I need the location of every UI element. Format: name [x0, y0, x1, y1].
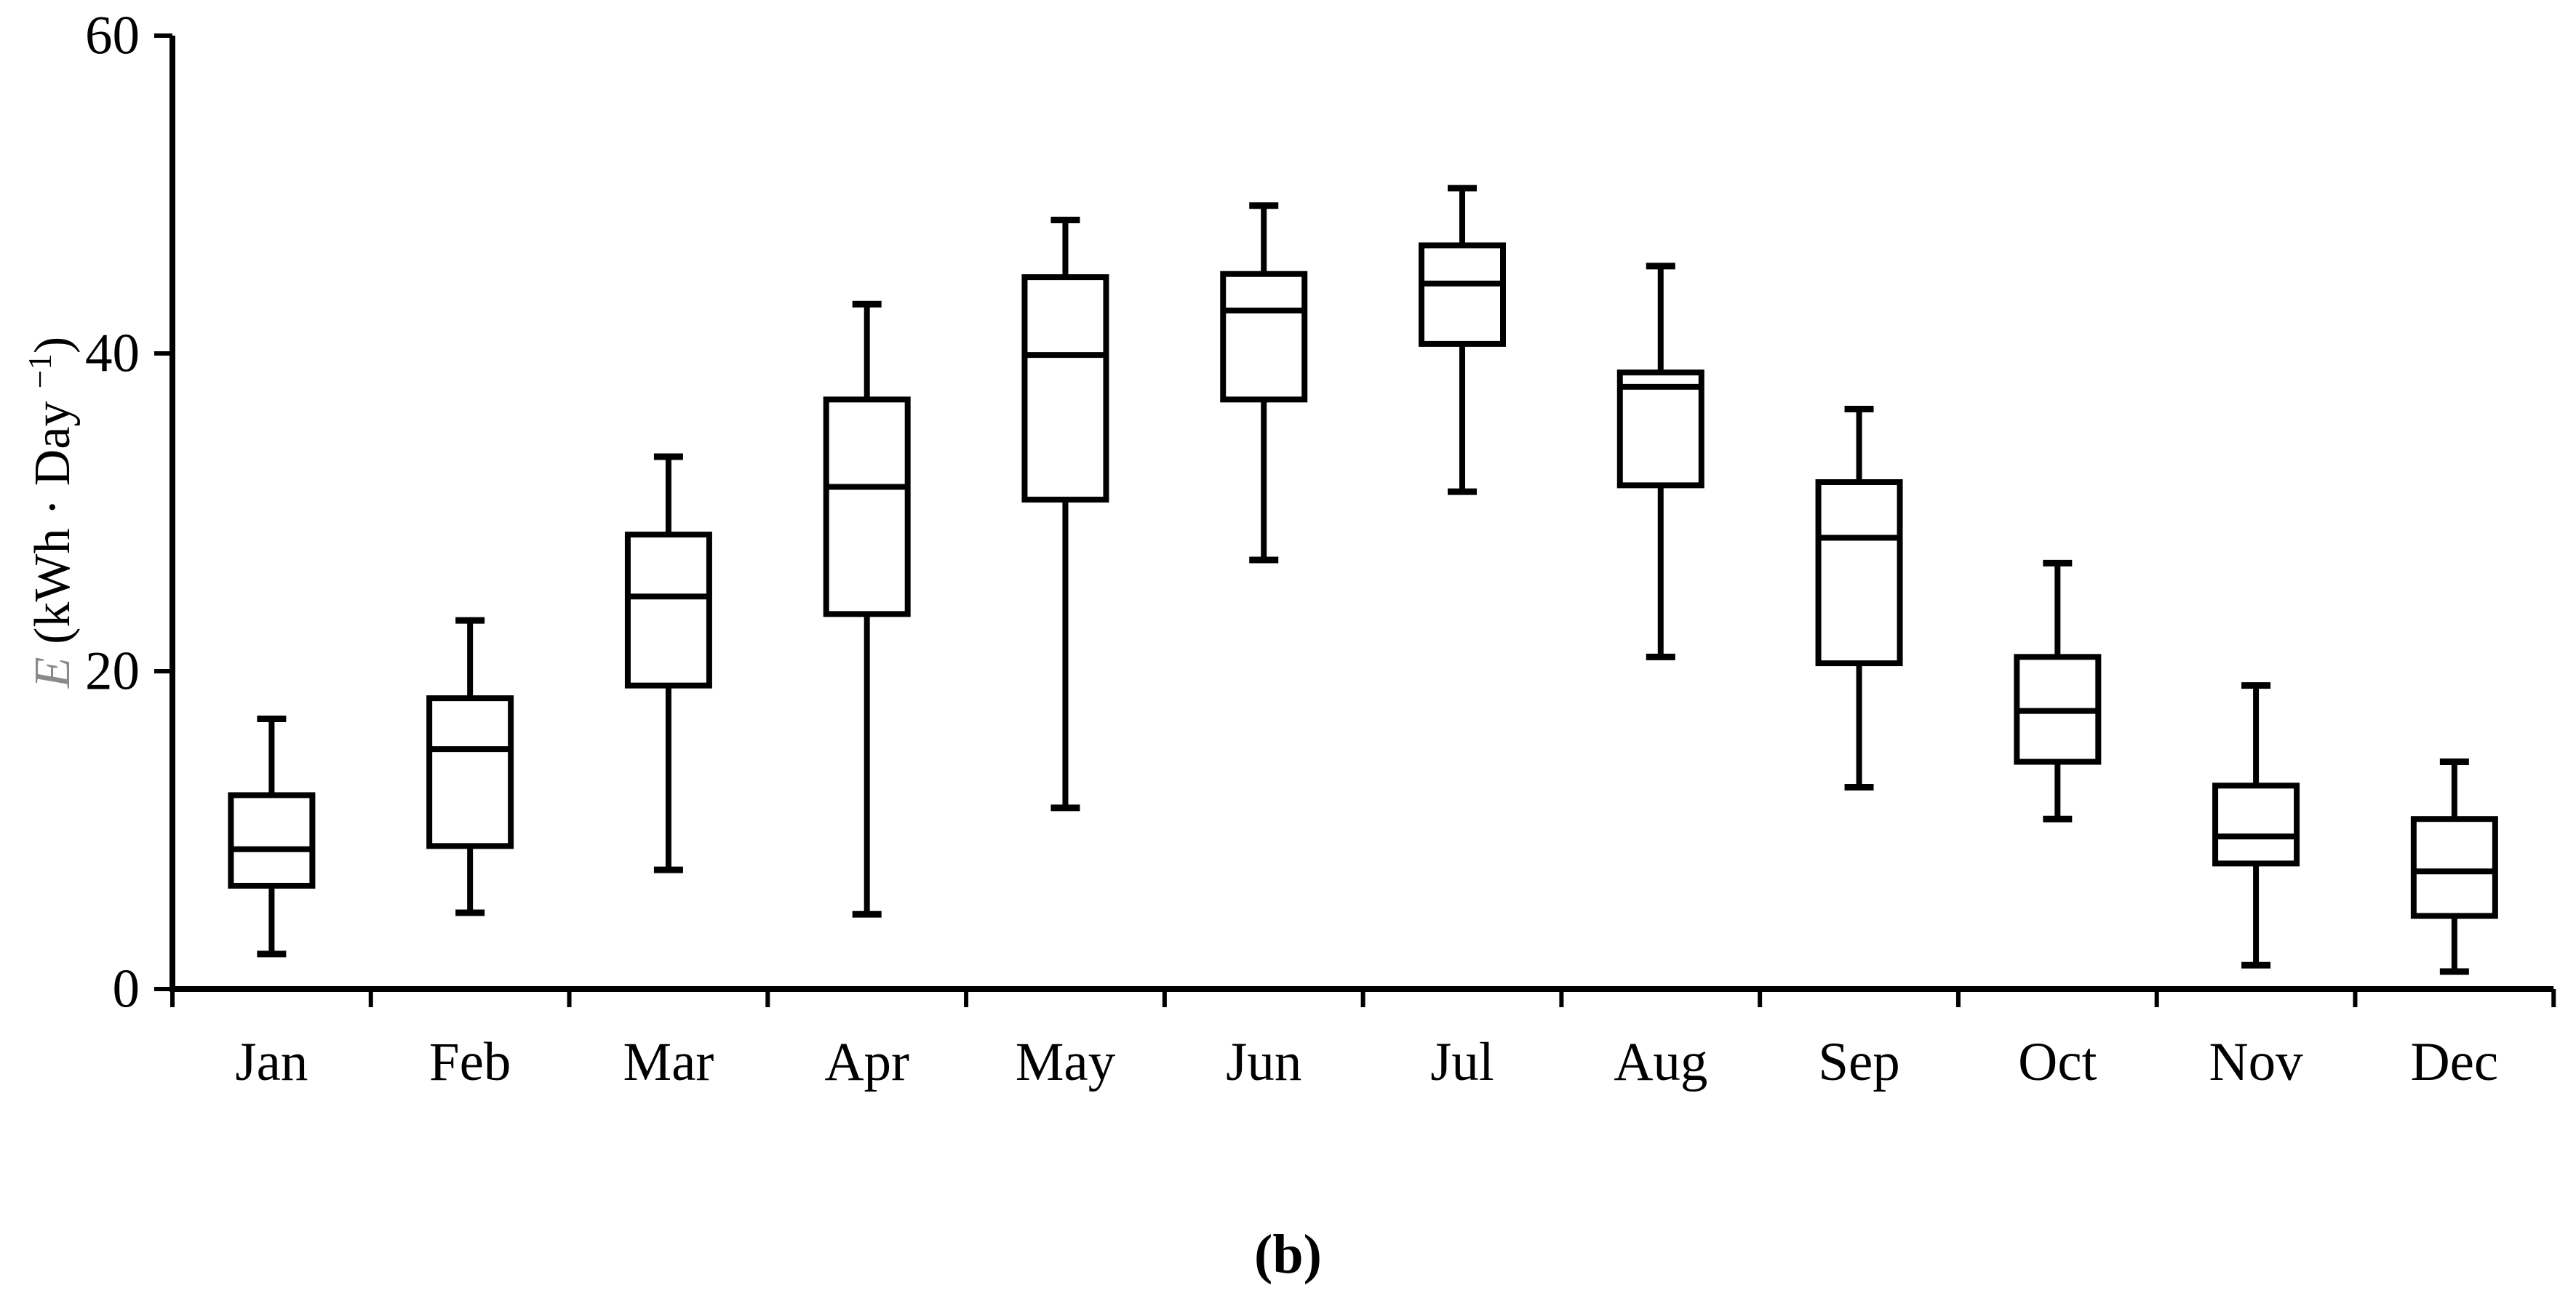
box-apr [823, 396, 911, 617]
y-tick-label: 40 [85, 324, 140, 384]
y-axis-label-group: E (kWh · Day −1) [22, 337, 81, 689]
x-category-label-may: May [1016, 1032, 1116, 1092]
box-dec [2410, 816, 2498, 919]
y-axis-label-variable: E [25, 657, 81, 689]
x-category-label-apr: Apr [824, 1032, 909, 1092]
y-axis-label: E (kWh · Day −1) [22, 337, 81, 689]
y-axis-label-unit-close: ) [25, 337, 81, 353]
x-category-label-aug: Aug [1614, 1032, 1707, 1092]
x-category-label-jan: Jan [235, 1032, 308, 1092]
box-sep [1815, 479, 1903, 667]
x-category-label-mar: Mar [623, 1032, 714, 1092]
box-jul [1419, 242, 1507, 347]
y-tick-label: 60 [85, 6, 140, 66]
x-category-label-oct: Oct [2018, 1032, 2097, 1092]
box-mar [624, 532, 712, 689]
chart-caption: (b) [1254, 1224, 1322, 1285]
box-may [1021, 274, 1109, 503]
x-category-label-dec: Dec [2410, 1032, 2498, 1092]
box-jun [1220, 271, 1308, 403]
x-category-label-jun: Jun [1226, 1032, 1301, 1092]
y-axis-label-unit-mid: Day [25, 388, 81, 499]
x-category-label-feb: Feb [429, 1032, 511, 1092]
y-axis-label-superscript: −1 [22, 353, 58, 388]
x-category-label-jul: Jul [1430, 1032, 1494, 1092]
y-tick-label: 0 [113, 959, 140, 1020]
y-axis-label-unit-open: (kWh [25, 516, 81, 657]
box-feb [426, 695, 514, 849]
y-tick-label: 20 [85, 641, 140, 702]
y-axis-label-dot: · [25, 499, 81, 516]
box-jan [228, 792, 316, 889]
x-category-label-nov: Nov [2209, 1032, 2303, 1092]
box-nov [2212, 782, 2300, 867]
x-category-label-sep: Sep [1818, 1032, 1900, 1092]
box-aug [1616, 369, 1704, 489]
